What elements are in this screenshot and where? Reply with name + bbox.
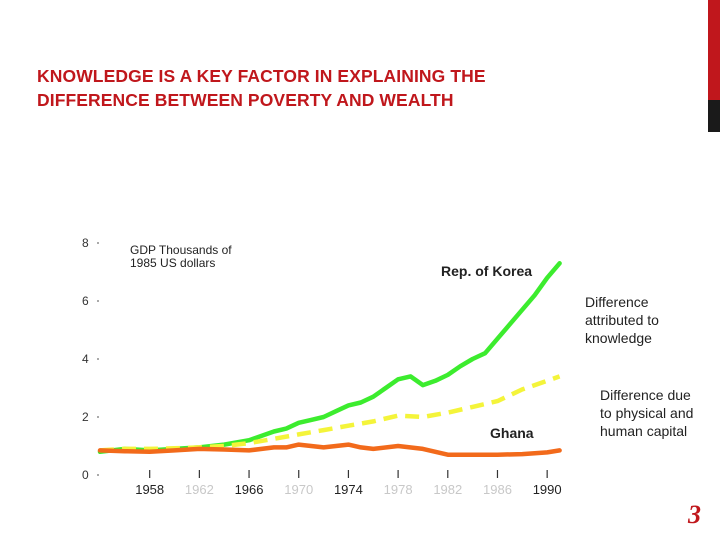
x-tick-label-1958: 1958 — [135, 482, 164, 497]
x-tick-label-1990: 1990 — [533, 482, 562, 497]
knowledge-annotation-line-3: knowledge — [585, 330, 652, 346]
page-number: 3 — [688, 500, 701, 529]
y-tick-label-6: 6 — [82, 294, 89, 308]
series-line-rep-of-korea — [97, 261, 562, 455]
slide-title: KNOWLEDGE IS A KEY FACTOR IN EXPLAINING … — [37, 64, 637, 112]
y-tick-label-0: 0 — [82, 468, 89, 482]
annotation-layer: GDP Thousands of 1985 US dollars Rep. of… — [130, 243, 693, 441]
capital-annotation-line-2: to physical and — [600, 405, 693, 421]
slide-title-line-1: KNOWLEDGE IS A KEY FACTOR IN EXPLAINING … — [37, 66, 486, 86]
knowledge-annotation-line-2: attributed to — [585, 312, 659, 328]
capital-annotation-line-3: human capital — [600, 423, 687, 439]
x-tick-label-1974: 1974 — [334, 482, 363, 497]
slide-title-line-2: DIFFERENCE BETWEEN POVERTY AND WEALTH — [37, 90, 454, 110]
y-axis-label-line-2: 1985 US dollars — [130, 256, 215, 270]
x-tick-label-1966: 1966 — [235, 482, 264, 497]
capital-annotation-line-1: Difference due — [600, 387, 691, 403]
knowledge-annotation-line-1: Difference — [585, 294, 649, 310]
korea-series-label: Rep. of Korea — [441, 263, 532, 279]
series-layer — [97, 261, 562, 457]
x-tick-label-1986: 1986 — [483, 482, 512, 497]
x-tick-label-1978: 1978 — [384, 482, 413, 497]
series-line-ghana — [97, 442, 562, 457]
x-tick-label-1962: 1962 — [185, 482, 214, 497]
accent-bar-dark — [708, 100, 720, 132]
x-tick-label-1982: 1982 — [433, 482, 462, 497]
y-tick-label-8: 8 — [82, 236, 89, 250]
ghana-series-label: Ghana — [490, 425, 534, 441]
y-axis-label-line-1: GDP Thousands of — [130, 243, 232, 257]
accent-bar — [708, 0, 720, 100]
y-tick-label-4: 4 — [82, 352, 89, 366]
x-tick-label-1970: 1970 — [284, 482, 313, 497]
axis-layer: 0 2 4 6 8 1958 1962 1966 1970 1974 1978 1982 1986 199… — [82, 236, 562, 497]
y-tick-label-2: 2 — [82, 410, 89, 424]
